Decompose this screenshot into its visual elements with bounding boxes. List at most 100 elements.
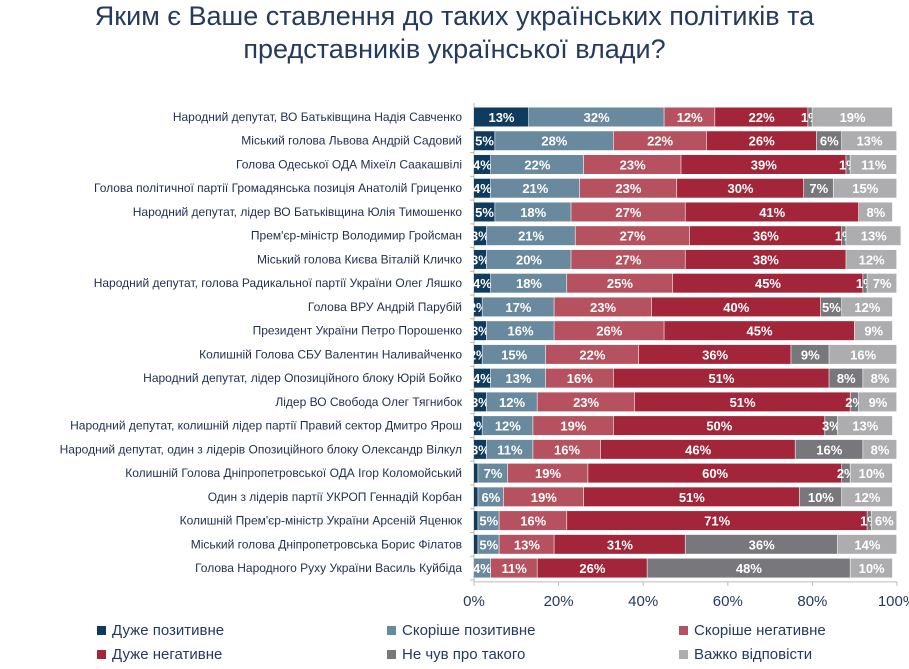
data-label: 22% [749,110,775,125]
category-label: Міський голова Дніпропетровська Борис Фі… [191,537,462,551]
data-label: 16% [567,371,593,386]
bar-segment [842,297,893,317]
bar-segment [820,297,842,317]
bar-segment [613,131,707,151]
bar-segment [842,131,897,151]
legend-swatch [387,650,396,659]
bar-segment [672,273,863,293]
data-label: 25% [607,276,633,291]
data-label: 50% [706,419,732,434]
data-label: 7% [809,181,828,196]
bar-segment [507,463,588,483]
bar-segment [503,487,584,507]
data-label: 15% [852,181,878,196]
legend-item: Важко відповісти [679,646,812,663]
bar-segment [867,273,897,293]
bar-segment [490,273,567,293]
x-tick-label: 20% [544,593,574,610]
bar-segment [829,344,897,364]
data-label: 5% [479,537,498,552]
data-label: 26% [749,134,775,149]
bar-segment [685,202,859,222]
bar-segment [579,178,677,198]
legend-swatch [97,650,106,659]
bar-segment [567,511,867,531]
bar-segment [533,416,613,436]
data-label: 12% [677,110,703,125]
bar-segment [474,558,491,578]
bar-segment [867,511,872,531]
data-label: 4% [473,181,492,196]
data-label: 19% [840,110,866,125]
bar-segment [474,487,478,507]
bar-segment [490,154,584,174]
category-label: Голова Народного Руху України Василь Куй… [195,561,462,575]
bar-segment [850,463,893,483]
legend-label: Дуже негативне [112,646,223,663]
data-label: 15% [501,347,527,362]
bar-segment [478,534,499,554]
bar-segment [571,249,685,269]
data-label: 14% [854,537,880,552]
bar-segment [689,226,842,246]
bar-segment [545,368,613,388]
bar-segment [685,249,846,269]
bar-segment [863,368,897,388]
data-label: 16% [850,347,876,362]
bar-segment [486,392,537,412]
legend-swatch [679,650,688,659]
bar-segment [842,487,893,507]
data-label: 19% [535,466,561,481]
legend-label: Скоріше позитивне [402,622,536,639]
data-label: 17% [505,300,531,315]
bar-segment [842,463,850,483]
data-label: 31% [607,537,633,552]
bar-segment [842,226,846,246]
data-label: 22% [647,134,673,149]
data-label: 11% [497,442,523,457]
bar-segment [474,154,491,174]
data-label: 16% [508,324,534,339]
bar-segment [545,344,639,364]
data-label: 3% [471,229,490,244]
bar-segment [474,249,487,269]
data-label: 26% [579,561,605,576]
bar-segment [482,416,533,436]
data-label: 38% [753,252,779,267]
bar-segment [554,321,664,341]
category-label: Один з лідерів партії УКРОП Геннадій Кор… [208,490,462,504]
data-label: 13% [488,110,514,125]
data-label: 9% [801,347,820,362]
bar-segment [808,107,812,127]
data-label: 13% [861,229,887,244]
legend-label: Важко відповісти [694,646,813,663]
data-label: 40% [723,300,749,315]
data-label: 13% [852,419,878,434]
category-label: Народний депутат, лідер Опозиційного бло… [143,371,462,385]
bar-segment [474,297,482,317]
data-label: 3% [822,419,841,434]
bar-segment [850,558,893,578]
x-tick-label: 0% [463,593,485,610]
bar-segment [474,534,478,554]
bar-segment [474,344,482,364]
legend-swatch [387,626,396,635]
data-label: 3% [471,442,490,457]
title-line-2: представників української влади? [243,34,666,64]
bar-segment [681,154,846,174]
data-label: 46% [685,442,711,457]
bar-segment [833,178,897,198]
category-label: Президент України Петро Порошенко [253,324,463,338]
bar-segment [482,297,554,317]
bar-segment [651,297,821,317]
bar-segment [474,439,487,459]
bar-segment [600,439,795,459]
legend-swatch [679,626,688,635]
data-label: 5% [475,134,494,149]
bar-segment [613,368,829,388]
bar-segment [706,131,817,151]
data-label: 39% [751,157,777,172]
bar-segment [474,202,495,222]
